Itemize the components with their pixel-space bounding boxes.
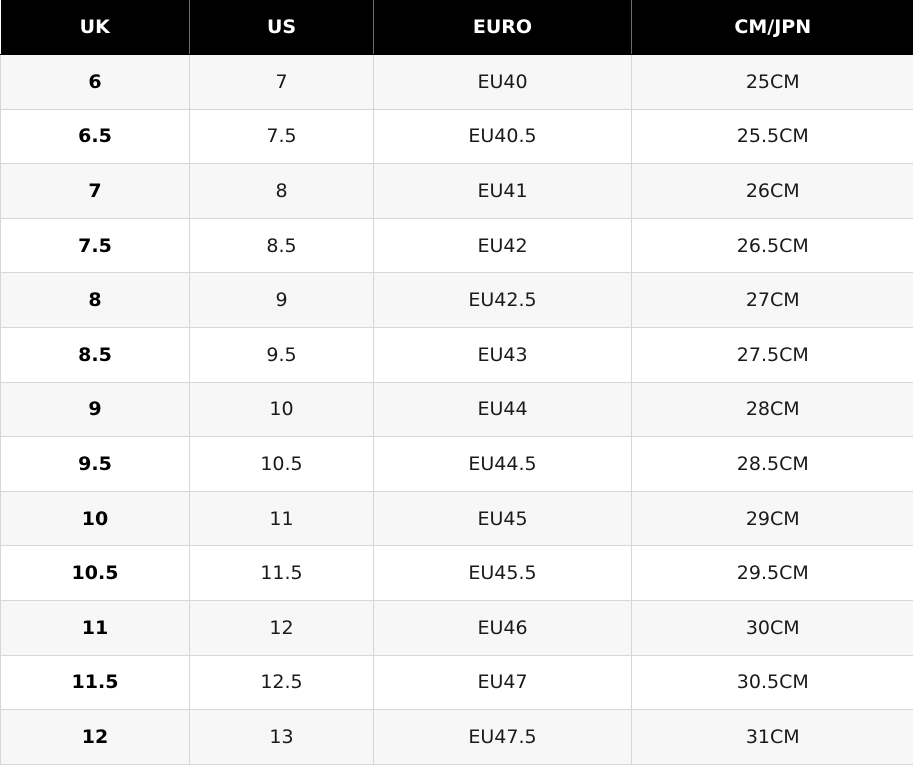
us-size-cell: 11.5 — [190, 546, 374, 601]
uk-size-cell: 9.5 — [1, 437, 190, 492]
table-row: 7 8 EU41 26CM — [1, 164, 913, 219]
cm-jpn-size-cell: 25.5CM — [632, 109, 913, 164]
cm-jpn-size-cell: 31CM — [632, 710, 913, 765]
us-size-cell: 12.5 — [190, 655, 374, 710]
cm-jpn-size-cell: 28.5CM — [632, 437, 913, 492]
us-size-cell: 12 — [190, 600, 374, 655]
uk-size-cell: 6.5 — [1, 109, 190, 164]
table-row: 6 7 EU40 25CM — [1, 55, 913, 110]
header-cm-jpn: CM/JPN — [632, 0, 913, 55]
table-row: 8.5 9.5 EU43 27.5CM — [1, 327, 913, 382]
uk-size-cell: 12 — [1, 710, 190, 765]
table-row: 12 13 EU47.5 31CM — [1, 710, 913, 765]
uk-size-cell: 11 — [1, 600, 190, 655]
table-body: 6 7 EU40 25CM 6.5 7.5 EU40.5 25.5CM 7 8 … — [1, 55, 913, 765]
us-size-cell: 8.5 — [190, 218, 374, 273]
euro-size-cell: EU40.5 — [374, 109, 632, 164]
uk-size-cell: 8.5 — [1, 327, 190, 382]
us-size-cell: 7 — [190, 55, 374, 110]
cm-jpn-size-cell: 29.5CM — [632, 546, 913, 601]
us-size-cell: 9.5 — [190, 327, 374, 382]
table-row: 7.5 8.5 EU42 26.5CM — [1, 218, 913, 273]
table-row: 6.5 7.5 EU40.5 25.5CM — [1, 109, 913, 164]
euro-size-cell: EU45 — [374, 491, 632, 546]
euro-size-cell: EU45.5 — [374, 546, 632, 601]
us-size-cell: 10 — [190, 382, 374, 437]
uk-size-cell: 6 — [1, 55, 190, 110]
us-size-cell: 9 — [190, 273, 374, 328]
uk-size-cell: 9 — [1, 382, 190, 437]
cm-jpn-size-cell: 28CM — [632, 382, 913, 437]
euro-size-cell: EU44.5 — [374, 437, 632, 492]
euro-size-cell: EU43 — [374, 327, 632, 382]
table-row: 10.5 11.5 EU45.5 29.5CM — [1, 546, 913, 601]
euro-size-cell: EU41 — [374, 164, 632, 219]
table-row: 10 11 EU45 29CM — [1, 491, 913, 546]
us-size-cell: 10.5 — [190, 437, 374, 492]
cm-jpn-size-cell: 27CM — [632, 273, 913, 328]
cm-jpn-size-cell: 25CM — [632, 55, 913, 110]
table-row: 11 12 EU46 30CM — [1, 600, 913, 655]
cm-jpn-size-cell: 29CM — [632, 491, 913, 546]
euro-size-cell: EU42 — [374, 218, 632, 273]
euro-size-cell: EU47 — [374, 655, 632, 710]
euro-size-cell: EU44 — [374, 382, 632, 437]
euro-size-cell: EU40 — [374, 55, 632, 110]
table-row: 8 9 EU42.5 27CM — [1, 273, 913, 328]
cm-jpn-size-cell: 30.5CM — [632, 655, 913, 710]
us-size-cell: 11 — [190, 491, 374, 546]
cm-jpn-size-cell: 30CM — [632, 600, 913, 655]
euro-size-cell: EU42.5 — [374, 273, 632, 328]
header-uk: UK — [1, 0, 190, 55]
us-size-cell: 13 — [190, 710, 374, 765]
table-row: 9.5 10.5 EU44.5 28.5CM — [1, 437, 913, 492]
cm-jpn-size-cell: 26.5CM — [632, 218, 913, 273]
table-row: 11.5 12.5 EU47 30.5CM — [1, 655, 913, 710]
header-us: US — [190, 0, 374, 55]
table-header: UK US EURO CM/JPN — [1, 0, 913, 55]
uk-size-cell: 10.5 — [1, 546, 190, 601]
us-size-cell: 7.5 — [190, 109, 374, 164]
uk-size-cell: 11.5 — [1, 655, 190, 710]
header-euro: EURO — [374, 0, 632, 55]
uk-size-cell: 8 — [1, 273, 190, 328]
uk-size-cell: 10 — [1, 491, 190, 546]
euro-size-cell: EU46 — [374, 600, 632, 655]
header-row: UK US EURO CM/JPN — [1, 0, 913, 55]
cm-jpn-size-cell: 26CM — [632, 164, 913, 219]
us-size-cell: 8 — [190, 164, 374, 219]
uk-size-cell: 7 — [1, 164, 190, 219]
euro-size-cell: EU47.5 — [374, 710, 632, 765]
table-row: 9 10 EU44 28CM — [1, 382, 913, 437]
uk-size-cell: 7.5 — [1, 218, 190, 273]
cm-jpn-size-cell: 27.5CM — [632, 327, 913, 382]
